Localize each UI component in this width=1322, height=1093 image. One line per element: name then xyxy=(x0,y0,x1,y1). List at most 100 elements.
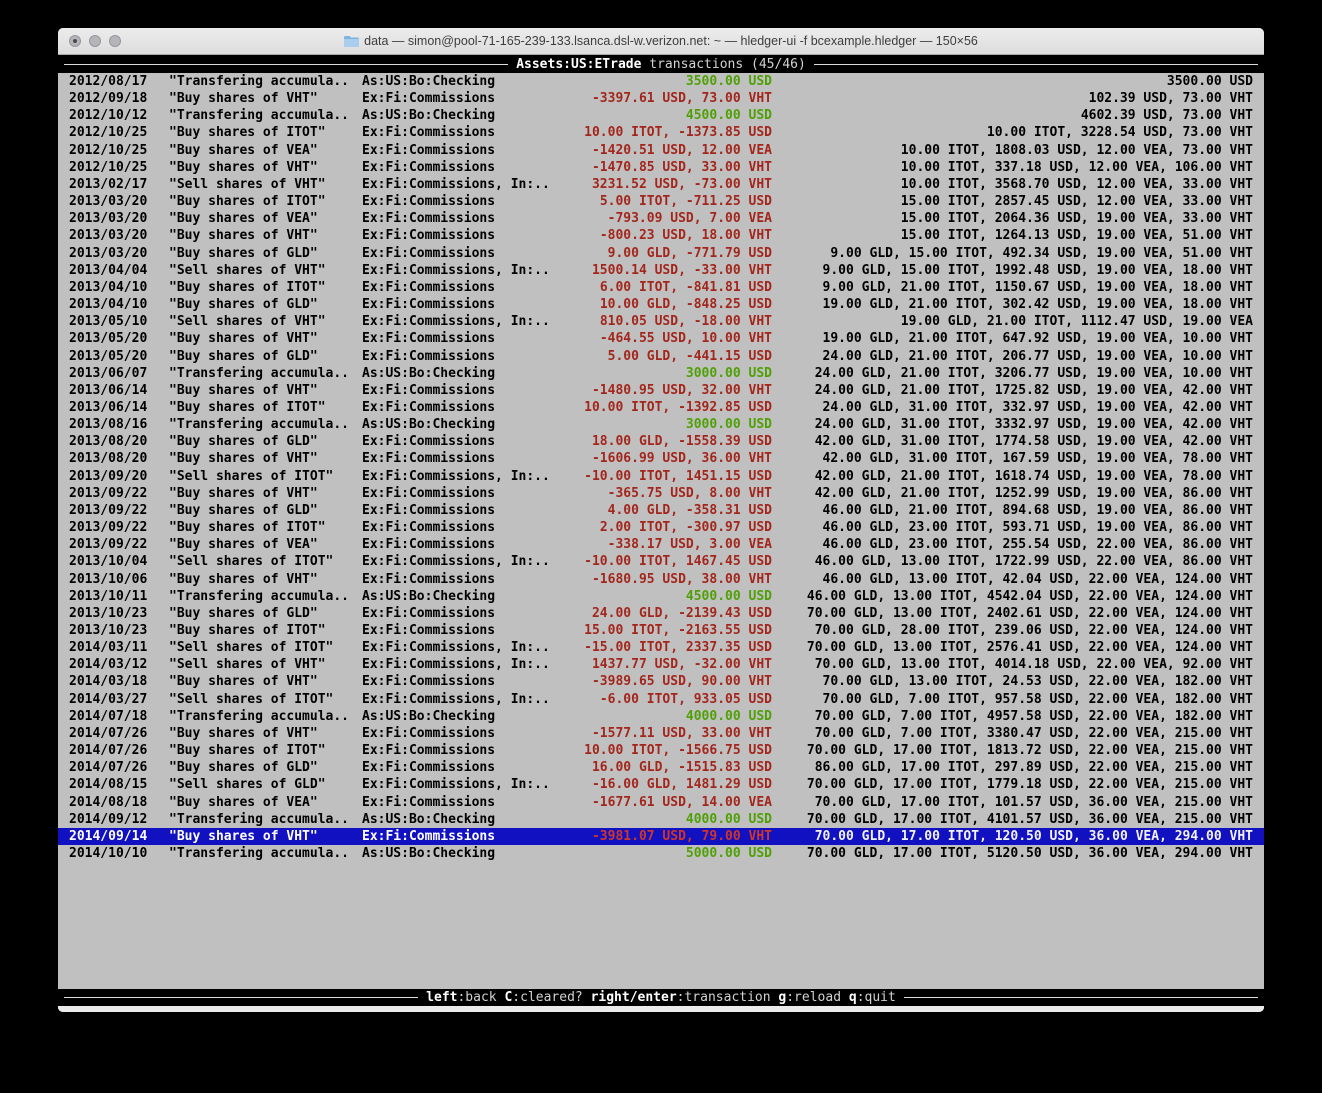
transaction-description: "Buy shares of VEA" xyxy=(169,794,318,810)
transaction-change-amount: 10.00 ITOT, -1392.85 USD xyxy=(584,399,772,415)
transaction-date: 2014/03/27 xyxy=(69,691,148,707)
transaction-row[interactable]: 2013/03/20 "Buy shares of GLD" Ex:Fi:Com… xyxy=(58,245,1264,262)
transaction-date: 2012/10/25 xyxy=(69,142,148,158)
transaction-running-balance: 70.00 GLD, 7.00 ITOT, 957.58 USD, 22.00 … xyxy=(822,691,1253,707)
transaction-row[interactable]: 2013/10/23 "Buy shares of ITOT" Ex:Fi:Co… xyxy=(58,622,1264,639)
transaction-running-balance: 24.00 GLD, 31.00 ITOT, 3332.97 USD, 19.0… xyxy=(814,417,1253,433)
close-button[interactable] xyxy=(69,35,81,47)
transaction-row[interactable]: 2012/10/25 "Buy shares of VHT" Ex:Fi:Com… xyxy=(58,159,1264,176)
transaction-change-amount: -3981.07 USD, 79.00 VHT xyxy=(591,828,772,844)
transaction-row[interactable]: 2014/03/27 "Sell shares of ITOT" Ex:Fi:C… xyxy=(58,691,1264,708)
transaction-date: 2014/09/14 xyxy=(69,828,148,844)
transaction-other-accounts: Ex:Fi:Commissions xyxy=(362,828,496,844)
transaction-change-amount: -365.75 USD, 8.00 VHT xyxy=(607,485,772,501)
transaction-row[interactable]: 2014/03/12 "Sell shares of VHT" Ex:Fi:Co… xyxy=(58,656,1264,673)
transaction-date: 2014/07/26 xyxy=(69,760,148,776)
transaction-row[interactable]: 2012/10/25 "Buy shares of ITOT" Ex:Fi:Co… xyxy=(58,124,1264,141)
transaction-description: "Transfering accumula.. xyxy=(169,108,350,124)
transaction-description: "Buy shares of ITOT" xyxy=(169,520,326,536)
transaction-date: 2013/05/10 xyxy=(69,314,148,330)
transaction-row[interactable]: 2014/09/12 "Transfering accumula.. As:US… xyxy=(58,811,1264,828)
transaction-other-accounts: Ex:Fi:Commissions xyxy=(362,674,496,690)
transaction-description: "Transfering accumula.. xyxy=(169,365,350,381)
transaction-row[interactable]: 2013/09/22 "Buy shares of VEA" Ex:Fi:Com… xyxy=(58,536,1264,553)
transaction-row[interactable]: 2012/10/12 "Transfering accumula.. As:US… xyxy=(58,107,1264,124)
transaction-change-amount: 3000.00 USD xyxy=(685,365,772,381)
transaction-row[interactable]: 2014/07/26 "Buy shares of VHT" Ex:Fi:Com… xyxy=(58,725,1264,742)
transaction-row[interactable]: 2012/08/17 "Transfering accumula.. As:US… xyxy=(58,73,1264,90)
transaction-row[interactable]: 2013/03/20 "Buy shares of ITOT" Ex:Fi:Co… xyxy=(58,193,1264,210)
transaction-other-accounts: Ex:Fi:Commissions xyxy=(362,228,496,244)
transaction-other-accounts: Ex:Fi:Commissions xyxy=(362,434,496,450)
transaction-description: "Sell shares of VHT" xyxy=(169,657,326,673)
transaction-row[interactable]: 2014/08/15 "Sell shares of GLD" Ex:Fi:Co… xyxy=(58,776,1264,793)
transaction-row[interactable]: 2013/08/16 "Transfering accumula.. As:US… xyxy=(58,416,1264,433)
transaction-other-accounts: Ex:Fi:Commissions xyxy=(362,348,496,364)
transaction-row[interactable]: 2013/03/20 "Buy shares of VHT" Ex:Fi:Com… xyxy=(58,227,1264,244)
minimize-button[interactable] xyxy=(89,35,101,47)
transaction-row[interactable]: 2013/09/20 "Sell shares of ITOT" Ex:Fi:C… xyxy=(58,468,1264,485)
transaction-date: 2013/06/14 xyxy=(69,399,148,415)
footer-rule-left xyxy=(64,997,419,998)
zoom-button[interactable] xyxy=(109,35,121,47)
transaction-other-accounts: Ex:Fi:Commissions xyxy=(362,125,496,141)
transaction-running-balance: 70.00 GLD, 13.00 ITOT, 2576.41 USD, 22.0… xyxy=(806,640,1253,656)
transaction-change-amount: -15.00 ITOT, 2337.35 USD xyxy=(584,640,772,656)
transaction-change-amount: -3397.61 USD, 73.00 VHT xyxy=(591,91,772,107)
transaction-date: 2014/03/12 xyxy=(69,657,148,673)
footer-rule-right xyxy=(903,997,1258,998)
transaction-description: "Buy shares of ITOT" xyxy=(169,399,326,415)
transaction-row[interactable]: 2012/10/25 "Buy shares of VEA" Ex:Fi:Com… xyxy=(58,142,1264,159)
transaction-row[interactable]: 2013/05/20 "Buy shares of VHT" Ex:Fi:Com… xyxy=(58,330,1264,347)
transaction-row[interactable]: 2013/03/20 "Buy shares of VEA" Ex:Fi:Com… xyxy=(58,210,1264,227)
transaction-running-balance: 10.00 ITOT, 337.18 USD, 12.00 VEA, 106.0… xyxy=(900,159,1253,175)
transaction-description: "Transfering accumula.. xyxy=(169,708,350,724)
transaction-row[interactable]: 2013/08/20 "Buy shares of GLD" Ex:Fi:Com… xyxy=(58,433,1264,450)
transaction-other-accounts: Ex:Fi:Commissions, In:.. xyxy=(362,640,550,656)
transaction-row[interactable]: 2013/10/04 "Sell shares of ITOT" Ex:Fi:C… xyxy=(58,553,1264,570)
transaction-description: "Transfering accumula.. xyxy=(169,74,350,89)
transaction-row[interactable]: 2014/08/18 "Buy shares of VEA" Ex:Fi:Com… xyxy=(58,794,1264,811)
transaction-row[interactable]: 2013/02/17 "Sell shares of VHT" Ex:Fi:Co… xyxy=(58,176,1264,193)
transaction-row[interactable]: 2014/10/10 "Transfering accumula.. As:US… xyxy=(58,845,1264,862)
transaction-row[interactable]: 2013/09/22 "Buy shares of VHT" Ex:Fi:Com… xyxy=(58,485,1264,502)
transaction-row[interactable]: 2014/03/18 "Buy shares of VHT" Ex:Fi:Com… xyxy=(58,673,1264,690)
transaction-other-accounts: Ex:Fi:Commissions xyxy=(362,725,496,741)
transaction-row[interactable]: 2013/08/20 "Buy shares of VHT" Ex:Fi:Com… xyxy=(58,450,1264,467)
transaction-description: "Buy shares of VEA" xyxy=(169,211,318,227)
transaction-other-accounts: Ex:Fi:Commissions, In:.. xyxy=(362,657,550,673)
transaction-row[interactable]: 2014/07/26 "Buy shares of GLD" Ex:Fi:Com… xyxy=(58,759,1264,776)
transaction-row[interactable]: 2014/03/11 "Sell shares of ITOT" Ex:Fi:C… xyxy=(58,639,1264,656)
transaction-other-accounts: Ex:Fi:Commissions xyxy=(362,142,496,158)
transaction-description: "Transfering accumula.. xyxy=(169,588,350,604)
transaction-date: 2013/05/20 xyxy=(69,348,148,364)
transaction-change-amount: 10.00 ITOT, -1373.85 USD xyxy=(584,125,772,141)
transaction-row[interactable]: 2014/07/18 "Transfering accumula.. As:US… xyxy=(58,708,1264,725)
transaction-row[interactable]: 2014/09/14 "Buy shares of VHT" Ex:Fi:Com… xyxy=(58,827,1264,846)
transaction-row[interactable]: 2013/04/04 "Sell shares of VHT" Ex:Fi:Co… xyxy=(58,262,1264,279)
transaction-row[interactable]: 2013/10/06 "Buy shares of VHT" Ex:Fi:Com… xyxy=(58,571,1264,588)
transaction-row[interactable]: 2013/10/11 "Transfering accumula.. As:US… xyxy=(58,588,1264,605)
transaction-change-amount: 4500.00 USD xyxy=(685,588,772,604)
transaction-row[interactable]: 2013/05/10 "Sell shares of VHT" Ex:Fi:Co… xyxy=(58,313,1264,330)
transaction-running-balance: 42.00 GLD, 21.00 ITOT, 1618.74 USD, 19.0… xyxy=(814,468,1253,484)
transaction-row[interactable]: 2013/05/20 "Buy shares of GLD" Ex:Fi:Com… xyxy=(58,348,1264,365)
transaction-running-balance: 9.00 GLD, 21.00 ITOT, 1150.67 USD, 19.00… xyxy=(822,279,1253,295)
transaction-change-amount: -1470.85 USD, 33.00 VHT xyxy=(591,159,772,175)
transaction-row[interactable]: 2013/06/14 "Buy shares of VHT" Ex:Fi:Com… xyxy=(58,382,1264,399)
transaction-row[interactable]: 2013/09/22 "Buy shares of GLD" Ex:Fi:Com… xyxy=(58,502,1264,519)
transaction-row[interactable]: 2013/06/14 "Buy shares of ITOT" Ex:Fi:Co… xyxy=(58,399,1264,416)
transaction-row[interactable]: 2014/07/26 "Buy shares of ITOT" Ex:Fi:Co… xyxy=(58,742,1264,759)
transaction-description: "Sell shares of VHT" xyxy=(169,262,326,278)
transaction-other-accounts: Ex:Fi:Commissions xyxy=(362,537,496,553)
transaction-row[interactable]: 2013/04/10 "Buy shares of ITOT" Ex:Fi:Co… xyxy=(58,279,1264,296)
transaction-running-balance: 70.00 GLD, 17.00 ITOT, 5120.50 USD, 36.0… xyxy=(806,846,1253,862)
transaction-description: "Sell shares of GLD" xyxy=(169,777,326,793)
transaction-change-amount: 2.00 ITOT, -300.97 USD xyxy=(599,520,772,536)
transaction-row[interactable]: 2013/06/07 "Transfering accumula.. As:US… xyxy=(58,365,1264,382)
transaction-row[interactable]: 2012/09/18 "Buy shares of VHT" Ex:Fi:Com… xyxy=(58,90,1264,107)
transaction-description: "Buy shares of VHT" xyxy=(169,485,318,501)
transaction-row[interactable]: 2013/10/23 "Buy shares of GLD" Ex:Fi:Com… xyxy=(58,605,1264,622)
transaction-row[interactable]: 2013/09/22 "Buy shares of ITOT" Ex:Fi:Co… xyxy=(58,519,1264,536)
transaction-row[interactable]: 2013/04/10 "Buy shares of GLD" Ex:Fi:Com… xyxy=(58,296,1264,313)
